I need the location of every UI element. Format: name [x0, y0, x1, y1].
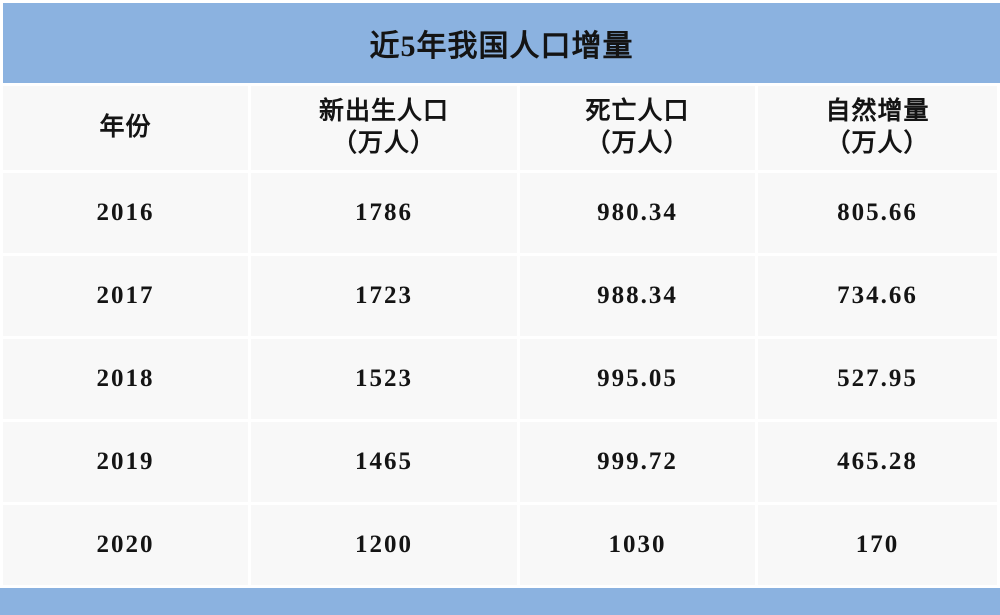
column-header-label: 年份: [99, 113, 152, 141]
births-cell: 1465: [251, 422, 517, 502]
column-header-births: 新出生人口 （万人）: [251, 86, 517, 170]
footer-bar: [0, 588, 1000, 615]
population-table: 年份 新出生人口 （万人） 死亡人口 （万人） 自然增量 （万人） 2016 1…: [0, 83, 1000, 588]
column-header-year: 年份: [3, 86, 248, 170]
deaths-cell: 999.72: [520, 422, 755, 502]
deaths-cell: 980.34: [520, 173, 755, 253]
table-row: 2017 1723 988.34 734.66: [3, 256, 997, 336]
column-header-unit: （万人）: [825, 130, 930, 157]
natural-increase-cell: 527.95: [758, 339, 997, 419]
births-cell: 1523: [251, 339, 517, 419]
header-row: 年份 新出生人口 （万人） 死亡人口 （万人） 自然增量 （万人）: [3, 86, 997, 170]
deaths-cell: 988.34: [520, 256, 755, 336]
deaths-cell: 995.05: [520, 339, 755, 419]
column-header-label: 新出生人口: [318, 97, 449, 125]
column-header-unit: （万人）: [585, 130, 690, 157]
year-cell: 2016: [3, 173, 248, 253]
births-cell: 1786: [251, 173, 517, 253]
natural-increase-cell: 170: [758, 505, 997, 585]
column-header-label: 自然增量: [825, 97, 930, 125]
table-row: 2020 1200 1030 170: [3, 505, 997, 585]
table-row: 2018 1523 995.05 527.95: [3, 339, 997, 419]
natural-increase-cell: 734.66: [758, 256, 997, 336]
year-cell: 2018: [3, 339, 248, 419]
deaths-cell: 1030: [520, 505, 755, 585]
natural-increase-cell: 465.28: [758, 422, 997, 502]
births-cell: 1723: [251, 256, 517, 336]
column-header-deaths: 死亡人口 （万人）: [520, 86, 755, 170]
births-cell: 1200: [251, 505, 517, 585]
year-cell: 2020: [3, 505, 248, 585]
title-bar: 近5年我国人口增量: [3, 3, 1000, 83]
column-header-label: 死亡人口: [585, 97, 690, 125]
table-row: 2016 1786 980.34 805.66: [3, 173, 997, 253]
page-title: 近5年我国人口增量: [369, 30, 634, 63]
column-header-natural-increase: 自然增量 （万人）: [758, 86, 997, 170]
table-row: 2019 1465 999.72 465.28: [3, 422, 997, 502]
column-header-unit: （万人）: [331, 130, 436, 157]
year-cell: 2017: [3, 256, 248, 336]
year-cell: 2019: [3, 422, 248, 502]
natural-increase-cell: 805.66: [758, 173, 997, 253]
